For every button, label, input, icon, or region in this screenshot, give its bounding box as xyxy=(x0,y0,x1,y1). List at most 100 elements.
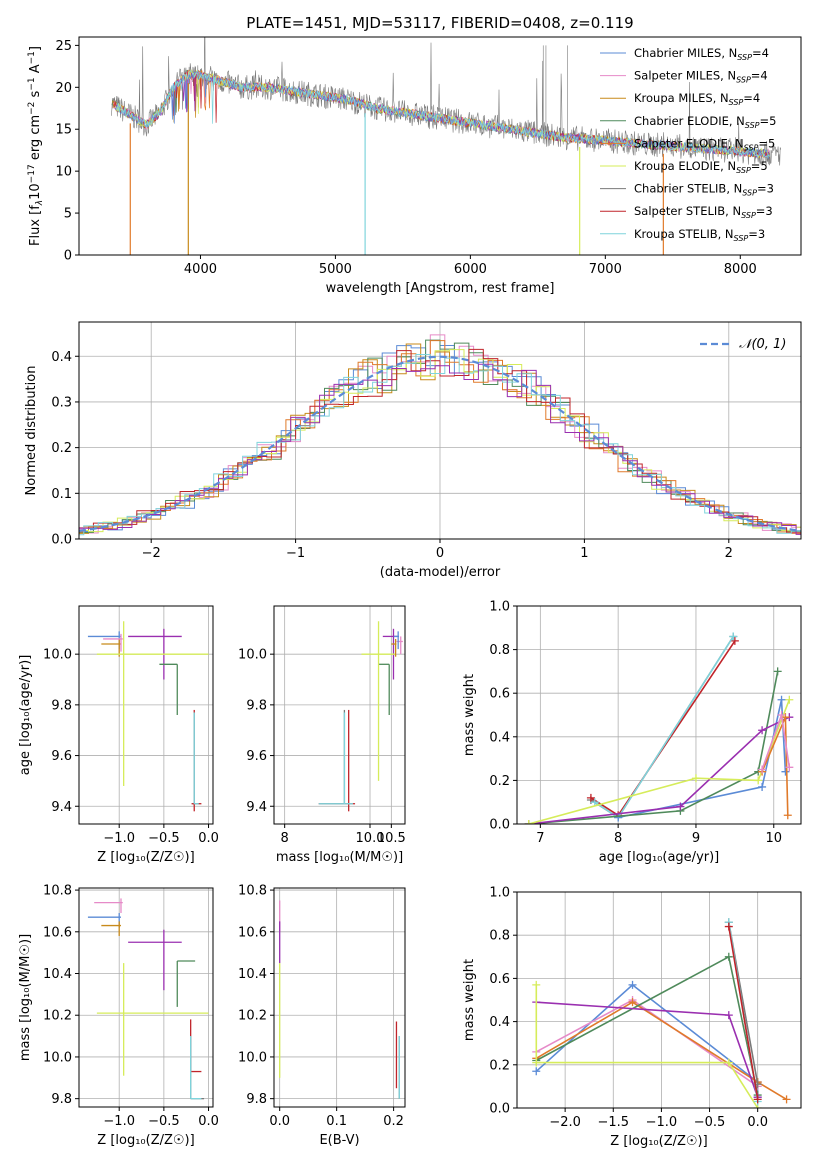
plot-area-mass-vs-ebv xyxy=(279,900,400,1099)
plot-area-age-vs-z xyxy=(87,621,209,812)
legend-label: Chabrier ELODIE, NSSP=5 xyxy=(634,114,776,130)
x-tick-label: 2 xyxy=(725,546,733,561)
weight-marker xyxy=(781,767,790,776)
label-part: −1 xyxy=(27,51,37,64)
label-part: 10 xyxy=(28,183,43,200)
y-tick-label: 10.8 xyxy=(238,884,267,899)
y-axis-label: mass weight xyxy=(462,959,477,1041)
y-tick-label: 10.0 xyxy=(43,648,72,663)
weight-series xyxy=(536,1001,759,1098)
x-tick-label: −1.0 xyxy=(103,831,135,846)
plot-area-weight-vs-z xyxy=(532,918,791,1108)
spectrum-legend: Chabrier MILES, NSSP=4 Salpeter MILES, NS… xyxy=(600,46,776,243)
plot-area-spectrum xyxy=(111,37,782,255)
weight-marker xyxy=(758,765,767,774)
x-tick-label: −0.5 xyxy=(694,1115,726,1130)
x-tick-label: 0.0 xyxy=(747,1115,768,1130)
weight-marker xyxy=(676,802,685,811)
x-tick-label: 6000 xyxy=(454,262,487,277)
x-tick-label: 10.5 xyxy=(377,831,406,846)
weight-marker xyxy=(724,1058,733,1067)
weight-series xyxy=(535,984,759,1108)
weight-series xyxy=(728,926,759,1100)
x-tick-label: 7 xyxy=(536,831,544,846)
axes-mass-vs-z: −1.0 −0.5 0.0 9.8 10.0 10.2 10.4 10.6 10.8 Z [log… xyxy=(18,884,219,1148)
axes-weight-vs-z: −2.0 −1.5 −1.0 −0.5 0.0 0.0 0.2 0.4 0.6 0.8 1.0 Z [… xyxy=(462,886,802,1149)
y-tick-label: 9.6 xyxy=(51,749,72,764)
y-axis-label: age [log₁₀(age/yr)] xyxy=(18,655,33,776)
axes-frame xyxy=(516,891,802,1109)
x-tick-label: 0.0 xyxy=(198,831,219,846)
plot-area-mass-vs-z xyxy=(87,898,209,1100)
y-tick-label: 10.6 xyxy=(43,925,72,940)
y-tick-label: 10.2 xyxy=(238,1009,267,1024)
y-tick-label: 9.8 xyxy=(51,1092,72,1107)
weight-marker xyxy=(730,636,739,645)
y-tick-label: 9.8 xyxy=(246,1092,267,1107)
label-part: −2 xyxy=(27,102,37,115)
weight-marker xyxy=(614,813,623,822)
weight-series xyxy=(535,1001,788,1101)
weight-series xyxy=(535,955,759,1096)
x-axis-label: Z [log₁₀(Z/Z☉)] xyxy=(97,1133,194,1148)
y-tick-label: 10.8 xyxy=(43,884,72,899)
weight-marker xyxy=(758,782,767,791)
y-axis-label: Flux [fλ10−17 erg cm−2 s−1 A−1] xyxy=(27,46,45,246)
y-tick-label: 5 xyxy=(64,207,72,222)
weight-marker xyxy=(773,667,782,676)
y-tick-label: 25 xyxy=(55,39,72,54)
weight-marker xyxy=(724,952,733,961)
label-part: −1 xyxy=(27,77,37,90)
x-tick-label: 8 xyxy=(281,831,289,846)
x-tick-label: 8 xyxy=(614,831,622,846)
legend-label: 𝒩(0, 1) xyxy=(739,337,786,352)
weight-marker xyxy=(628,980,637,989)
weight-marker xyxy=(628,998,637,1007)
spectrum-series xyxy=(114,69,771,159)
weight-series xyxy=(590,636,734,819)
x-tick-label: −1.0 xyxy=(646,1115,678,1130)
label-part: Flux [f xyxy=(28,205,43,246)
x-tick-label: −0.5 xyxy=(148,1114,180,1129)
axes-weight-vs-age: 7 8 9 10 0.0 0.2 0.4 0.6 0.8 1.0 age [log₁₀(age/yr… xyxy=(462,600,802,865)
y-tick-label: 9.8 xyxy=(246,698,267,713)
y-tick-label: 0.4 xyxy=(489,1015,510,1030)
axes-age-vs-z: −1.0 −0.5 0.0 9.4 9.6 9.8 10.0 Z [log₁₀(Z/Z☉)] a… xyxy=(18,605,219,865)
x-tick-label: 10.0 xyxy=(356,831,385,846)
spectrum-series xyxy=(115,69,771,159)
y-tick-label: 0.4 xyxy=(51,350,72,365)
x-tick-label: 9 xyxy=(692,831,700,846)
y-tick-label: 9.6 xyxy=(246,749,267,764)
weight-marker xyxy=(524,820,533,824)
weight-marker xyxy=(758,726,767,735)
legend-label: Salpeter MILES, NSSP=4 xyxy=(634,69,768,85)
axes-mass-vs-ebv: 0.0 0.1 0.2 9.8 10.0 10.2 10.4 10.6 10.8 E(B-V) xyxy=(238,884,406,1148)
x-tick-label: −1.5 xyxy=(597,1115,629,1130)
weight-marker xyxy=(785,695,794,704)
y-tick-label: 10.2 xyxy=(43,1009,72,1024)
chart-title: PLATE=1451, MJD=53117, FIBERID=0408, z=0… xyxy=(246,14,633,32)
legend-label: Salpeter ELODIE, NSSP=5 xyxy=(634,136,775,152)
x-axis-label: wavelength [Angstrom, rest frame] xyxy=(326,281,555,296)
x-tick-label: −2 xyxy=(142,546,161,561)
y-tick-label: 0.3 xyxy=(51,395,72,410)
plot-area-weight-vs-age xyxy=(524,632,794,824)
y-tick-label: 9.4 xyxy=(246,800,267,815)
y-tick-label: 0.2 xyxy=(51,441,72,456)
legend-label: Salpeter STELIB, NSSP=3 xyxy=(634,204,773,220)
axes-spectrum: 4000 5000 6000 7000 8000 0 5 10 15 20 25 wavelength… xyxy=(27,36,802,296)
weight-marker xyxy=(783,811,792,820)
y-tick-label: 1.0 xyxy=(489,886,510,901)
weight-marker xyxy=(724,1011,733,1020)
y-tick-label: 10.6 xyxy=(238,925,267,940)
weight-marker xyxy=(724,922,733,931)
x-tick-label: −1 xyxy=(286,546,305,561)
weight-marker xyxy=(590,798,599,807)
x-axis-label: age [log₁₀(age/yr)] xyxy=(599,850,720,865)
label-part: −17 xyxy=(27,164,37,183)
label-part: ] xyxy=(28,46,43,51)
x-tick-label: 7000 xyxy=(589,262,622,277)
residual-histogram xyxy=(79,354,801,536)
